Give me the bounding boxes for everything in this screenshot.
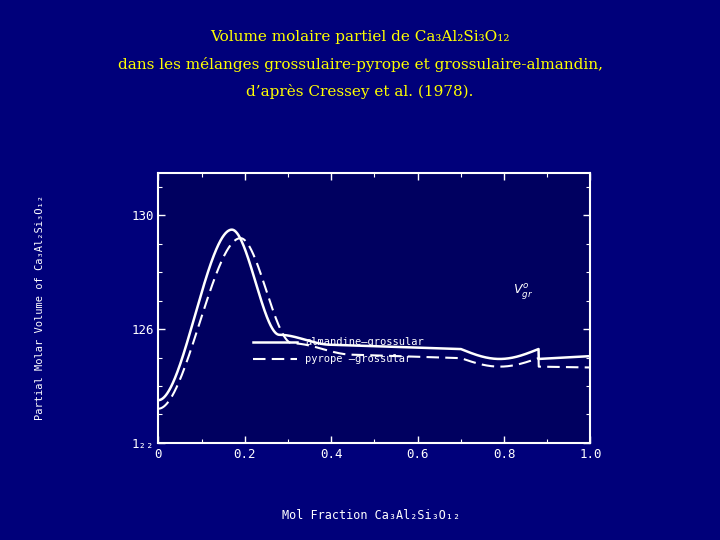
Text: pyrope –grossular: pyrope –grossular bbox=[305, 354, 412, 364]
Text: Mol Fraction Ca₃Al₂Si₃O₁₂: Mol Fraction Ca₃Al₂Si₃O₁₂ bbox=[282, 509, 460, 522]
Text: Volume molaire partiel de Ca₃Al₂Si₃O₁₂: Volume molaire partiel de Ca₃Al₂Si₃O₁₂ bbox=[210, 30, 510, 44]
Text: Partial Molar Volume of Ca₃Al₂Si₃O₁₂: Partial Molar Volume of Ca₃Al₂Si₃O₁₂ bbox=[35, 195, 45, 420]
Text: dans les mélanges grossulaire-pyrope et grossulaire-almandin,: dans les mélanges grossulaire-pyrope et … bbox=[117, 57, 603, 72]
Text: $V^o_{gr}$: $V^o_{gr}$ bbox=[513, 282, 533, 302]
Text: d’après Cressey et al. (1978).: d’après Cressey et al. (1978). bbox=[246, 84, 474, 99]
Text: almandine–grossular: almandine–grossular bbox=[305, 337, 424, 347]
